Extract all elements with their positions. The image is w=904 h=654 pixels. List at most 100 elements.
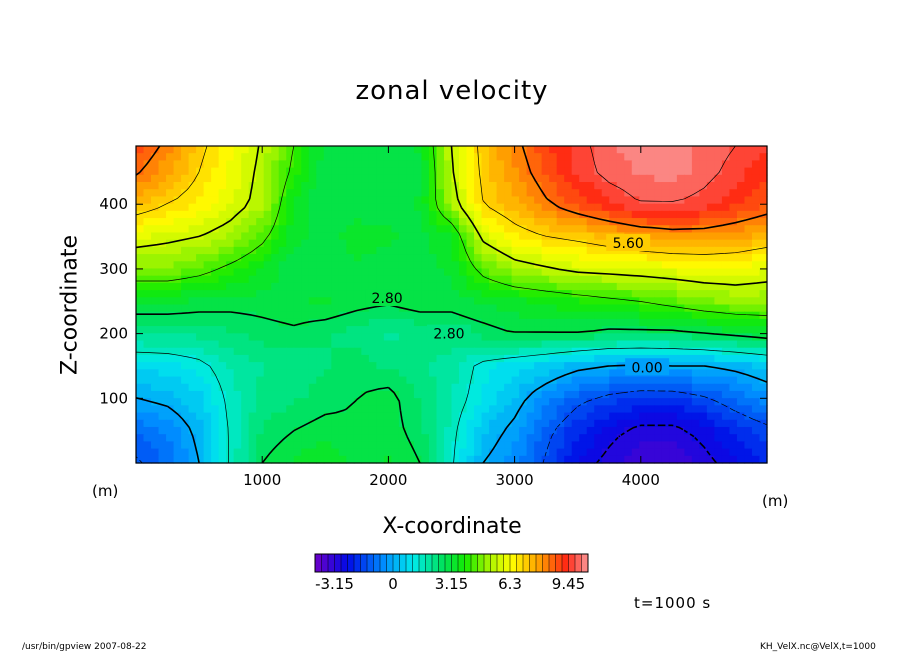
- heatmap-cell: [564, 239, 573, 248]
- heatmap-cell: [271, 383, 280, 392]
- heatmap-cell: [361, 261, 370, 270]
- heatmap-cell: [684, 196, 693, 205]
- heatmap-cell: [173, 354, 182, 363]
- heatmap-cell: [706, 182, 716, 190]
- heatmap-cell: [639, 311, 648, 320]
- heatmap-cell: [353, 261, 362, 270]
- heatmap-cell: [744, 232, 753, 241]
- heatmap-cell: [338, 455, 347, 464]
- heatmap-cell: [706, 333, 716, 342]
- heatmap-cell: [413, 390, 423, 399]
- heatmap-cell: [624, 261, 633, 270]
- contour-line: [135, 145, 768, 231]
- heatmap-cell: [428, 254, 438, 262]
- heatmap-cell: [526, 412, 535, 421]
- heatmap-cell: [631, 167, 640, 176]
- heatmap-cell: [571, 398, 580, 406]
- heatmap-cell: [293, 268, 302, 277]
- heatmap-cell: [293, 455, 302, 464]
- heatmap-cell: [676, 405, 685, 414]
- heatmap-cell: [428, 311, 438, 320]
- heatmap-cell: [504, 318, 513, 327]
- heatmap-cell: [669, 426, 678, 435]
- heatmap-cell: [609, 304, 618, 313]
- heatmap-cell: [413, 405, 423, 414]
- heatmap-cell: [316, 254, 325, 262]
- heatmap-cell: [496, 210, 505, 219]
- heatmap-cell: [526, 362, 535, 370]
- heatmap-cell: [721, 282, 731, 291]
- heatmap-cell: [526, 153, 535, 161]
- heatmap-cell: [624, 182, 633, 190]
- heatmap-cell: [323, 218, 332, 226]
- heatmap-cell: [451, 362, 460, 370]
- heatmap-cell: [706, 232, 716, 241]
- heatmap-cell: [331, 160, 340, 169]
- heatmap-cell: [248, 239, 257, 248]
- heatmap-cell: [256, 455, 265, 464]
- heatmap-cell: [466, 218, 475, 226]
- heatmap-cell: [143, 182, 152, 190]
- heatmap-cell: [451, 268, 460, 277]
- heatmap-cell: [451, 218, 460, 226]
- heatmap-cell: [136, 146, 145, 154]
- heatmap-cell: [241, 290, 250, 298]
- heatmap-cell: [616, 196, 625, 205]
- heatmap-cell: [376, 160, 385, 169]
- heatmap-cell: [609, 333, 618, 342]
- heatmap-cell: [519, 362, 528, 370]
- heatmap-cell: [166, 203, 175, 212]
- heatmap-cell: [534, 362, 543, 370]
- heatmap-cell: [353, 196, 362, 205]
- heatmap-cell: [278, 153, 287, 161]
- heatmap-cell: [196, 419, 205, 428]
- heatmap-cell: [759, 434, 768, 442]
- heatmap-cell: [504, 311, 513, 320]
- heatmap-cell: [406, 268, 415, 277]
- heatmap-cell: [443, 232, 453, 241]
- heatmap-cell: [714, 354, 723, 363]
- heatmap-cell: [323, 311, 332, 320]
- heatmap-cell: [759, 326, 768, 334]
- heatmap-cell: [579, 434, 588, 442]
- heatmap-cell: [226, 282, 235, 291]
- heatmap-cell: [188, 146, 197, 154]
- heatmap-cell: [466, 160, 475, 169]
- heatmap-cell: [549, 369, 558, 378]
- heatmap-cell: [181, 174, 190, 183]
- heatmap-cell: [729, 203, 738, 212]
- heatmap-cell: [489, 174, 498, 183]
- heatmap-cell: [661, 160, 670, 169]
- heatmap-cell: [436, 426, 445, 435]
- heatmap-cell: [203, 434, 212, 442]
- heatmap-cell: [421, 326, 430, 334]
- heatmap-cell: [376, 311, 385, 320]
- heatmap-cell: [301, 232, 310, 241]
- heatmap-cell: [406, 347, 415, 356]
- heatmap-cell: [639, 441, 648, 450]
- heatmap-cell: [331, 297, 340, 306]
- heatmap-cell: [759, 232, 768, 241]
- heatmap-cell: [301, 398, 310, 406]
- heatmap-cell: [744, 347, 753, 356]
- heatmap-cell: [286, 146, 295, 154]
- heatmap-cell: [293, 275, 302, 284]
- heatmap-cell: [316, 383, 325, 392]
- heatmap-cell: [196, 326, 205, 334]
- heatmap-cell: [564, 232, 573, 241]
- heatmap-cell: [361, 369, 370, 378]
- heatmap-cell: [721, 210, 731, 219]
- heatmap-cell: [661, 246, 670, 255]
- heatmap-cell: [218, 182, 227, 190]
- heatmap-cell: [541, 189, 550, 198]
- heatmap-cell: [451, 196, 460, 205]
- heatmap-cell: [443, 275, 453, 284]
- heatmap-cell: [504, 333, 513, 342]
- heatmap-cell: [594, 333, 603, 342]
- heatmap-cell: [428, 419, 438, 428]
- heatmap-cell: [534, 218, 543, 226]
- heatmap-cell: [376, 354, 385, 363]
- heatmap-cell: [759, 383, 768, 392]
- heatmap-cell: [489, 282, 498, 291]
- heatmap-cell: [196, 383, 205, 392]
